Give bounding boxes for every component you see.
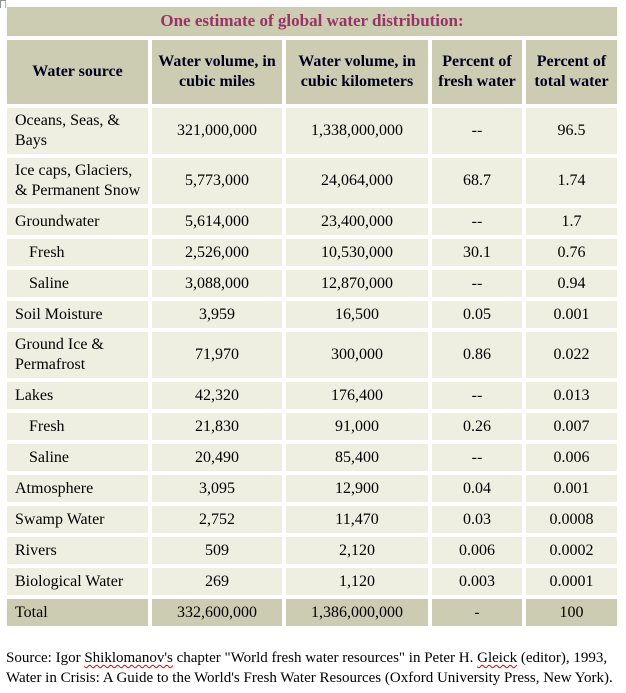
cell-km: 300,000 [286, 332, 428, 378]
cell-km: 24,064,000 [286, 158, 428, 204]
cell-miles: 332,600,000 [152, 599, 282, 626]
cell-pct-total: 96.5 [526, 108, 617, 154]
source-text-segment: (editor), 1993, [517, 650, 608, 666]
cell-miles: 21,830 [152, 413, 282, 440]
cell-water-source: Saline [7, 270, 148, 297]
cell-water-source: Ice caps, Glaciers, & Permanent Snow [7, 158, 148, 204]
cell-pct-fresh: 0.003 [432, 568, 522, 595]
cell-water-source: Saline [7, 444, 148, 471]
water-table-grid: Water source Water volume, in cubic miles… [7, 40, 617, 626]
column-header-0: Water source [7, 40, 148, 104]
cell-pct-fresh: 0.03 [432, 506, 522, 533]
source-text-segment: Water in Crisis: A Guide to the World's … [6, 670, 613, 686]
cell-km: 10,530,000 [286, 239, 428, 266]
spellcheck-flagged-word: Gleick [477, 650, 518, 666]
cell-pct-total: 0.022 [526, 332, 617, 378]
cell-water-source: Oceans, Seas, & Bays [7, 108, 148, 154]
cell-pct-total: 0.013 [526, 382, 617, 409]
cell-km: 1,338,000,000 [286, 108, 428, 154]
cell-miles: 20,490 [152, 444, 282, 471]
cell-pct-fresh: 0.006 [432, 537, 522, 564]
cell-water-source: Fresh [7, 239, 148, 266]
cell-water-source: Total [7, 599, 148, 626]
cell-km: 1,120 [286, 568, 428, 595]
cell-miles: 509 [152, 537, 282, 564]
cell-miles: 42,320 [152, 382, 282, 409]
cell-miles: 2,526,000 [152, 239, 282, 266]
cell-water-source: Soil Moisture [7, 301, 148, 328]
column-header-4: Percent of total water [526, 40, 617, 104]
cell-km: 2,120 [286, 537, 428, 564]
cell-miles: 321,000,000 [152, 108, 282, 154]
cell-pct-fresh: - [432, 599, 522, 626]
cell-miles: 3,959 [152, 301, 282, 328]
cell-pct-fresh: -- [432, 270, 522, 297]
cell-km: 16,500 [286, 301, 428, 328]
cell-pct-fresh: 68.7 [432, 158, 522, 204]
cell-miles: 3,095 [152, 475, 282, 502]
cell-km: 1,386,000,000 [286, 599, 428, 626]
cell-water-source: Groundwater [7, 208, 148, 235]
column-header-1: Water volume, in cubic miles [152, 40, 282, 104]
cell-pct-total: 0.0008 [526, 506, 617, 533]
cell-km: 12,900 [286, 475, 428, 502]
cell-water-source: Swamp Water [7, 506, 148, 533]
cell-pct-total: 1.74 [526, 158, 617, 204]
cell-km: 85,400 [286, 444, 428, 471]
cell-pct-fresh: 0.86 [432, 332, 522, 378]
cell-pct-total: 0.007 [526, 413, 617, 440]
cell-miles: 5,614,000 [152, 208, 282, 235]
cell-pct-total: 0.94 [526, 270, 617, 297]
spellcheck-flagged-word: Shiklomanov's [84, 650, 173, 666]
source-citation: Source: Igor Shiklomanov's chapter "Worl… [6, 648, 622, 688]
cell-miles: 5,773,000 [152, 158, 282, 204]
source-text-segment: chapter "World fresh water resources" in… [172, 650, 478, 666]
cell-pct-total: 1.7 [526, 208, 617, 235]
cell-km: 12,870,000 [286, 270, 428, 297]
table-title: One estimate of global water distributio… [7, 7, 617, 36]
cell-miles: 2,752 [152, 506, 282, 533]
cell-pct-total: 0.76 [526, 239, 617, 266]
cell-pct-total: 0.0001 [526, 568, 617, 595]
source-text-segment: Source: Igor [6, 650, 85, 666]
frame-corner-artifact [0, 0, 6, 8]
cell-km: 176,400 [286, 382, 428, 409]
cell-pct-fresh: -- [432, 208, 522, 235]
cell-pct-total: 100 [526, 599, 617, 626]
cell-km: 23,400,000 [286, 208, 428, 235]
cell-water-source: Atmosphere [7, 475, 148, 502]
cell-pct-total: 0.001 [526, 301, 617, 328]
cell-pct-total: 0.006 [526, 444, 617, 471]
cell-km: 11,470 [286, 506, 428, 533]
cell-pct-fresh: -- [432, 108, 522, 154]
cell-pct-fresh: -- [432, 382, 522, 409]
cell-pct-total: 0.0002 [526, 537, 617, 564]
cell-km: 91,000 [286, 413, 428, 440]
water-distribution-table: One estimate of global water distributio… [7, 7, 617, 626]
cell-pct-fresh: -- [432, 444, 522, 471]
cell-pct-fresh: 0.26 [432, 413, 522, 440]
cell-water-source: Ground Ice & Permafrost [7, 332, 148, 378]
cell-miles: 3,088,000 [152, 270, 282, 297]
cell-water-source: Biological Water [7, 568, 148, 595]
cell-water-source: Fresh [7, 413, 148, 440]
cell-miles: 71,970 [152, 332, 282, 378]
cell-pct-fresh: 0.04 [432, 475, 522, 502]
cell-miles: 269 [152, 568, 282, 595]
cell-water-source: Rivers [7, 537, 148, 564]
column-header-3: Percent of fresh water [432, 40, 522, 104]
cell-pct-fresh: 30.1 [432, 239, 522, 266]
cell-pct-fresh: 0.05 [432, 301, 522, 328]
cell-water-source: Lakes [7, 382, 148, 409]
column-header-2: Water volume, in cubic kilometers [286, 40, 428, 104]
cell-pct-total: 0.001 [526, 475, 617, 502]
